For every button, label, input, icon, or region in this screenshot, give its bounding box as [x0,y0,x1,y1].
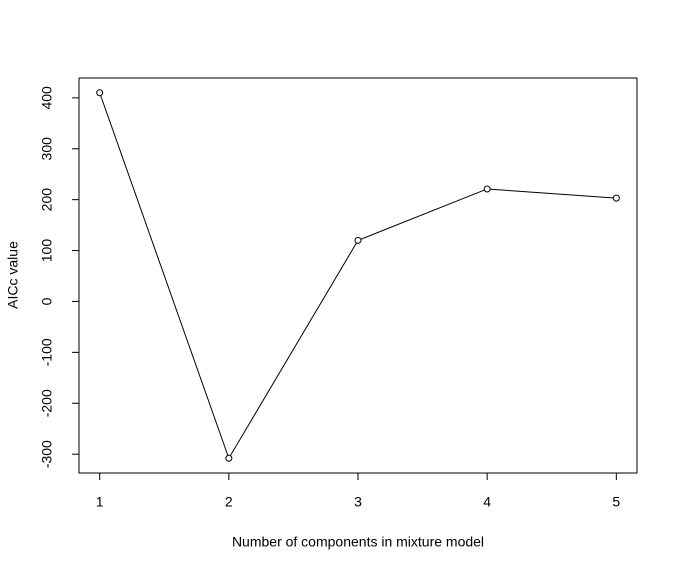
y-tick-label: -300 [39,440,55,468]
point-marker [225,454,233,462]
y-tick-label: 200 [39,188,55,212]
x-tick-label: 5 [612,494,620,510]
x-tick-label: 3 [354,494,362,510]
point-marker [96,89,104,97]
series-line [99,92,617,460]
y-tick-label: 400 [39,86,55,110]
point-marker [354,236,362,244]
y-tick-label: 0 [39,297,55,305]
point-marker [612,194,620,202]
point-marker [483,185,491,193]
y-axis-label: AICc value [5,241,21,309]
y-tick-label: -100 [39,338,55,366]
y-tick-label: 100 [39,239,55,263]
x-tick-label: 4 [483,494,491,510]
x-axis-label: Number of components in mixture model [232,534,484,550]
plot-box [78,77,638,474]
y-tick-label: 300 [39,137,55,161]
x-tick-label: 1 [96,494,104,510]
y-tick-label: -200 [39,389,55,417]
x-tick-label: 2 [225,494,233,510]
